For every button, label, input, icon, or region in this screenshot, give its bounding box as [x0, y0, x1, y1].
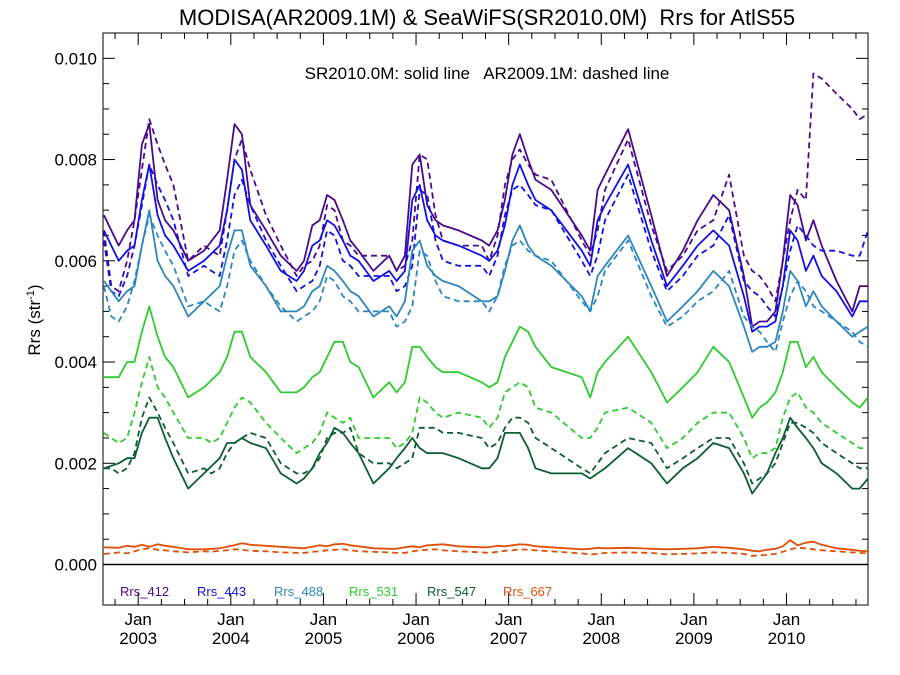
y-tick-label: 0.008	[54, 151, 97, 170]
legend-item-rrs-547: Rrs_547	[427, 584, 476, 599]
x-tick-year-label: 2008	[582, 629, 620, 648]
y-tick-label: 0.000	[54, 556, 97, 575]
y-tick-label: 0.006	[54, 252, 97, 271]
x-tick-month-label: Jan	[588, 610, 615, 629]
y-axis-label-main: Rrs (str	[25, 300, 44, 356]
legend-item-rrs-488: Rrs_488	[274, 584, 323, 599]
y-tick-label: 0.002	[54, 454, 97, 473]
x-tick-month-label: Jan	[124, 610, 151, 629]
x-tick-month-label: Jan	[402, 610, 429, 629]
x-tick-month-label: Jan	[773, 610, 800, 629]
series-line-rrs-412-dashed	[103, 72, 869, 303]
y-tick-label: 0.010	[54, 49, 97, 68]
x-tick-year-label: 2009	[675, 629, 713, 648]
x-tick-month-label: Jan	[495, 610, 522, 629]
plot-frame	[102, 32, 869, 606]
x-tick-year-label: 2007	[490, 629, 528, 648]
x-tick-year-label: 2006	[397, 629, 435, 648]
series-line-rrs-488-dashed	[103, 214, 869, 353]
line-style-annotation: SR2010.0M: solid line AR2009.1M: dashed …	[305, 64, 670, 83]
x-tick-month-label: Jan	[680, 610, 707, 629]
legend-item-rrs-667: Rrs_667	[503, 584, 552, 599]
x-tick-year-label: 2005	[305, 629, 343, 648]
x-tick-month-label: Jan	[217, 610, 244, 629]
y-axis-label-superscript: -1	[25, 290, 37, 300]
legend-item-rrs-412: Rrs_412	[120, 584, 169, 599]
axes: 0.0000.0020.0040.0060.0080.010Jan2003Jan…	[54, 32, 868, 648]
x-tick-year-label: 2010	[768, 629, 806, 648]
legend-item-rrs-443: Rrs_443	[197, 584, 246, 599]
legend-item-rrs-531: Rrs_531	[349, 584, 398, 599]
series-line-rrs-488-solid	[103, 209, 869, 353]
series-line-rrs-547-dashed	[103, 396, 868, 485]
series-line-rrs-412-solid	[103, 123, 868, 328]
series-layer	[103, 72, 869, 557]
y-axis-label-close: )	[25, 284, 44, 290]
series-line-rrs-547-solid	[103, 416, 869, 495]
series-line-rrs-443-solid	[103, 158, 868, 333]
x-tick-month-label: Jan	[310, 610, 337, 629]
series-line-rrs-443-dashed	[103, 163, 869, 318]
series-line-rrs-531-dashed	[103, 356, 868, 460]
series-line-rrs-531-solid	[103, 305, 869, 419]
series-line-rrs-667-solid	[103, 539, 869, 553]
legend: Rrs_412 Rrs_443 Rrs_488 Rrs_531 Rrs_547 Rrs_6…	[120, 584, 552, 599]
y-axis-label: Rrs (str-1)	[25, 284, 44, 355]
chart-title: MODISA(AR2009.1M) & SeaWiFS(SR2010.0M) R…	[179, 5, 795, 30]
x-tick-year-label: 2003	[119, 629, 157, 648]
x-tick-year-label: 2004	[212, 629, 250, 648]
y-tick-label: 0.004	[54, 353, 97, 372]
